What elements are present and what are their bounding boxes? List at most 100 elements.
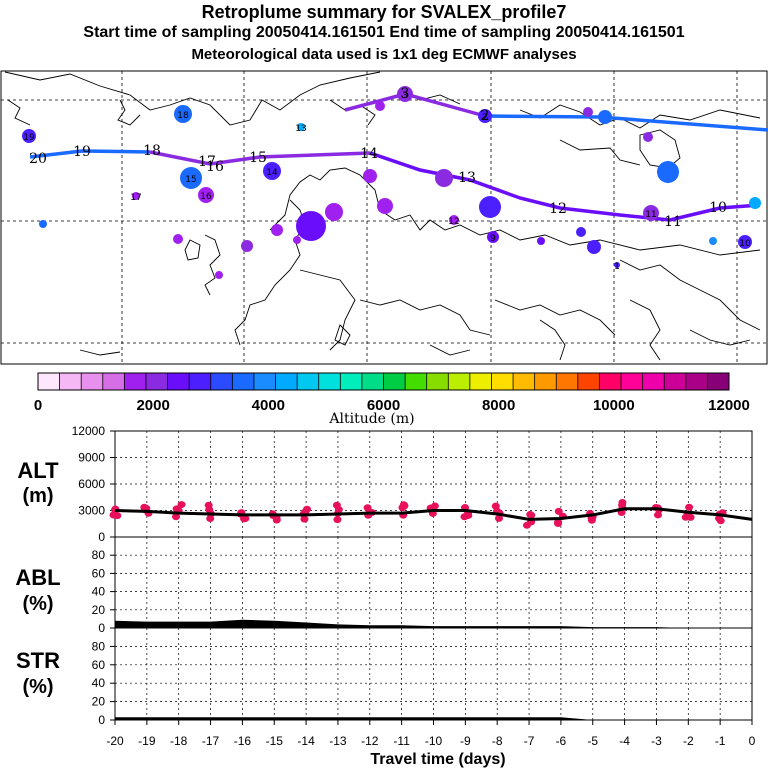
particle-marker (494, 514, 503, 522)
cluster-label: 17 (130, 193, 141, 203)
x-tick-label: -3 (651, 734, 662, 748)
y-tick-label: 80 (92, 548, 106, 562)
cluster-label: 18 (177, 111, 189, 121)
colorbar-tick: 0 (34, 397, 42, 414)
colorbar-swatch (491, 373, 514, 390)
y-tick-label: 40 (92, 676, 106, 690)
particle-marker (240, 515, 249, 523)
colorbar-swatch (469, 373, 492, 390)
cluster-label: 10 (739, 239, 751, 249)
colorbar-swatch (405, 373, 428, 390)
x-axis-label: Travel time (days) (370, 751, 505, 768)
y-tick-label: 20 (92, 603, 106, 617)
colorbar-swatch (707, 373, 730, 390)
colorbar-swatch (534, 373, 557, 390)
abl-unit-label: (%) (22, 593, 53, 615)
str-area (115, 717, 752, 720)
y-tick-label: 12000 (72, 424, 106, 438)
colorbar-swatch (426, 373, 449, 390)
x-tick-label: -13 (329, 734, 347, 748)
colorbar-swatch (577, 373, 600, 390)
particle-marker (653, 511, 662, 519)
x-tick-label: -20 (106, 734, 124, 748)
colorbar-tick: 2000 (136, 397, 169, 414)
y-tick-label: 3000 (78, 504, 105, 518)
cluster-label: 13 (295, 124, 306, 134)
cluster-label: 2 (482, 113, 488, 123)
trajectory-label: 10 (709, 200, 727, 216)
colorbar-swatch (59, 373, 82, 390)
colorbar-swatch (38, 373, 61, 390)
colorbar-tick: 12000 (708, 397, 750, 414)
colorbar-swatch (297, 373, 320, 390)
colorbar-swatch (189, 373, 212, 390)
x-tick-label: -9 (460, 734, 471, 748)
x-tick-label: -15 (266, 734, 284, 748)
trajectory-label: 14 (360, 146, 378, 162)
x-tick-label: -16 (234, 734, 252, 748)
cluster-label: 14 (266, 168, 278, 178)
colorbar-tick: 4000 (252, 397, 285, 414)
x-tick-label: 0 (749, 734, 756, 748)
particle-marker (554, 520, 563, 528)
cluster-label: 9 (490, 234, 496, 244)
x-tick-label: -19 (138, 734, 156, 748)
cluster-label: 16 (200, 192, 212, 202)
y-tick-label: 0 (98, 713, 105, 727)
trajectory-label: 18 (143, 143, 161, 159)
particle-marker (177, 501, 186, 509)
met-data-subtitle: Meteorological data used is 1x1 deg ECMW… (191, 46, 577, 63)
x-tick-label: -6 (556, 734, 567, 748)
colorbar-swatch (124, 373, 147, 390)
colorbar-label: Altitude (m) (328, 411, 414, 427)
y-tick-label: 6000 (78, 477, 105, 491)
particle-marker (332, 501, 341, 509)
colorbar-swatch (361, 373, 384, 390)
x-tick-label: -17 (202, 734, 220, 748)
colorbar-swatch (145, 373, 169, 390)
particle-marker (430, 502, 439, 510)
colorbar-swatch (318, 373, 341, 390)
colorbar-swatch (340, 373, 363, 390)
colorbar-swatch (167, 373, 190, 390)
colorbar-swatch (642, 373, 665, 390)
particle-marker (398, 504, 407, 512)
x-tick-label: -11 (393, 734, 410, 748)
particle-marker (681, 513, 690, 521)
alt-unit-label: (m) (22, 485, 53, 507)
trajectory-line-violet-west (149, 150, 371, 166)
cluster-label: 1 (614, 262, 620, 272)
y-tick-label: 80 (92, 639, 106, 653)
particle-marker (464, 511, 473, 519)
x-tick-label: -1 (715, 734, 726, 748)
y-tick-label: 60 (92, 566, 106, 580)
cluster-label: 15 (185, 175, 196, 185)
particle-marker (333, 516, 342, 524)
cluster-markers (22, 86, 761, 279)
trajectory-label: 19 (73, 144, 91, 160)
colorbar-swatch (232, 373, 255, 390)
y-tick-label: 20 (92, 695, 106, 709)
colorbar-swatch (383, 373, 406, 390)
alt-label: ALT (17, 458, 59, 483)
y-tick-label: 40 (92, 585, 106, 599)
particle-marker (172, 513, 181, 521)
y-tick-label: 60 (92, 658, 106, 672)
colorbar-tick: 8000 (482, 397, 515, 414)
y-tick-label: 0 (98, 621, 105, 635)
trajectory-label: 2 (481, 108, 490, 124)
altitude-colorbar (37, 372, 730, 391)
colorbar-swatch (210, 373, 233, 390)
particle-marker (205, 506, 214, 514)
abl-label: ABL (15, 565, 60, 590)
colorbar-tick: 10000 (593, 397, 635, 414)
trajectory-label: 17 (198, 154, 216, 170)
colorbar-tick: 6000 (367, 397, 400, 414)
particle-marker (685, 503, 694, 511)
sampling-time-subtitle: Start time of sampling 20050414.161501 E… (83, 24, 685, 41)
colorbar-swatch (275, 373, 298, 390)
colorbar-swatch (448, 373, 471, 390)
